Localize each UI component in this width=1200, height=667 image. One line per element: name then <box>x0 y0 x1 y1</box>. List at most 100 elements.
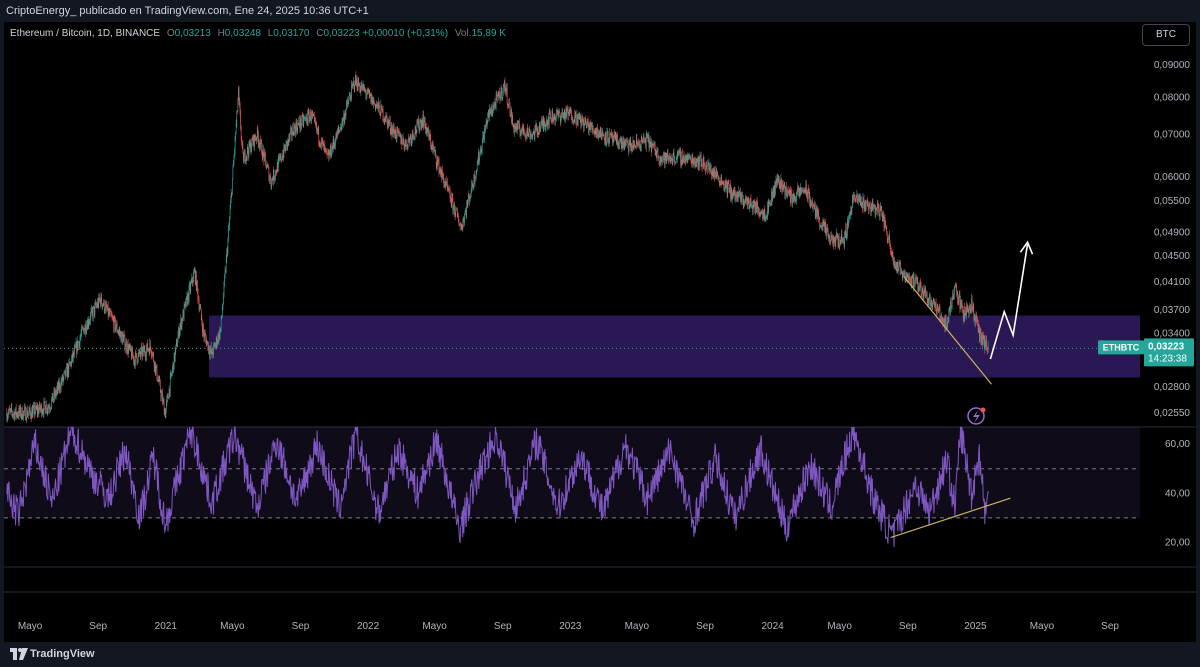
candle-body <box>396 137 397 139</box>
candle-body <box>611 133 613 136</box>
candle-body <box>793 194 795 197</box>
candle-body <box>176 341 178 347</box>
candle-body <box>186 295 188 297</box>
candle-body <box>755 202 757 213</box>
candle-body <box>345 109 347 117</box>
candle-body <box>576 114 578 124</box>
candle-body <box>939 307 940 310</box>
candle-body <box>783 186 784 188</box>
open-value: 0,03213 <box>174 28 211 39</box>
candle-body <box>526 134 527 138</box>
candle-body <box>967 309 969 312</box>
candle-body <box>154 361 156 369</box>
candle-body <box>256 138 257 140</box>
candle-body <box>432 144 433 150</box>
candle-body <box>520 132 521 136</box>
candle-body <box>513 125 515 133</box>
candle-body <box>70 362 71 364</box>
candle-body <box>727 181 729 195</box>
candle-body <box>224 270 226 277</box>
candle-body <box>435 155 437 165</box>
candle-body <box>775 184 776 194</box>
candle-body <box>701 162 703 166</box>
candle-body <box>900 262 901 274</box>
candle-body <box>754 203 756 213</box>
candle-body <box>814 203 816 217</box>
candle-body <box>32 409 34 418</box>
candle-body <box>669 156 671 163</box>
candle-body <box>305 117 307 118</box>
candle-body <box>655 153 657 157</box>
candle-body <box>35 405 36 413</box>
candle-body <box>57 385 59 391</box>
currency-button[interactable]: BTC <box>1142 24 1190 46</box>
candle-body <box>297 123 298 132</box>
candle-body <box>164 410 166 418</box>
candle-body <box>629 140 631 145</box>
candle-body <box>652 144 653 146</box>
candle-body <box>628 146 629 152</box>
candle-body <box>120 332 121 335</box>
candle-body <box>99 299 101 300</box>
candle-body <box>255 138 256 140</box>
candle-body <box>97 301 98 307</box>
candle-body <box>279 157 281 159</box>
candle-body <box>127 343 128 353</box>
candle-body <box>253 135 255 147</box>
candle-body <box>31 409 33 419</box>
candle-body <box>461 226 463 229</box>
candle-body <box>202 325 204 333</box>
candle-body <box>645 135 647 148</box>
footer-brand[interactable]: TradingView <box>30 648 95 660</box>
candle-body <box>302 115 303 117</box>
candle-body <box>819 225 821 227</box>
candle-body <box>714 171 716 177</box>
candle-body <box>585 119 587 124</box>
candle-body <box>166 398 168 403</box>
candle-body <box>644 140 646 142</box>
candle-body <box>116 323 117 328</box>
chart-area[interactable]: 0,09000 0,08000 0,07000 0,06000 0,05500 0,049… <box>4 22 1196 642</box>
chart-canvas[interactable]: 0,090000,080000,070000,060000,055000,049… <box>4 22 1196 642</box>
candle-body <box>584 117 586 124</box>
candle-body <box>347 101 348 104</box>
candle-body <box>670 158 672 161</box>
symbol-label[interactable]: Ethereum / Bitcoin, 1D, BINANCE <box>10 28 161 39</box>
candle-body <box>497 91 499 99</box>
candle-body <box>867 200 869 207</box>
candle-body <box>294 125 295 136</box>
candle-body <box>726 183 728 195</box>
candle-body <box>317 127 319 133</box>
candle-body <box>594 132 596 134</box>
candle-body <box>749 206 751 208</box>
candle-body <box>144 348 146 354</box>
candle-body <box>28 411 30 414</box>
candle-body <box>373 100 374 104</box>
candle-body <box>935 302 937 312</box>
candle-body <box>556 110 558 114</box>
candle-body <box>386 115 387 117</box>
candle-body <box>90 311 92 315</box>
candle-body <box>612 133 613 142</box>
candle-body <box>273 170 275 180</box>
candle-body <box>94 306 95 315</box>
candle-body <box>879 209 881 216</box>
candle-body <box>873 205 874 210</box>
candle-body <box>964 307 965 319</box>
candle-body <box>100 299 101 305</box>
candle-body <box>936 306 938 312</box>
candle-body <box>13 412 15 414</box>
candle-body <box>445 180 446 186</box>
candle-body <box>157 378 158 382</box>
candle-body <box>234 136 236 151</box>
candle-body <box>507 103 509 105</box>
candle-body <box>650 139 652 152</box>
candle-body <box>83 328 85 334</box>
tradingview-logo-icon[interactable] <box>10 648 28 660</box>
candle-body <box>551 120 552 123</box>
time-tick-label: Sep <box>494 621 512 632</box>
candle-body <box>923 288 925 299</box>
candle-body <box>68 361 70 375</box>
candle-body <box>151 354 153 356</box>
candle-body <box>761 210 763 212</box>
